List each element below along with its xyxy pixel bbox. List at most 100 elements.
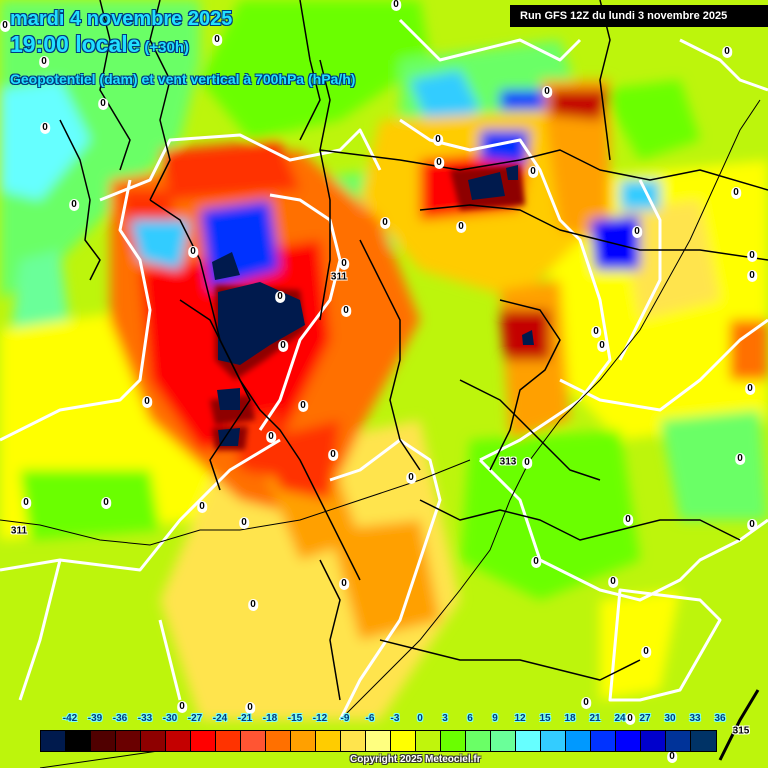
contour-label: 0 — [722, 46, 732, 58]
legend-swatch — [691, 731, 716, 751]
legend-swatch — [366, 731, 391, 751]
contour-label: 0 — [69, 199, 79, 211]
contour-label: 0 — [275, 291, 285, 303]
legend-swatch — [616, 731, 641, 751]
forecast-lead-time: (+30h) — [144, 39, 190, 56]
contour-label: 0 — [528, 166, 538, 178]
contour-label: 0 — [239, 517, 249, 529]
contour-label: 0 — [328, 449, 338, 461]
geopotential-label: 311 — [330, 271, 348, 283]
contour-label: 0 — [608, 576, 618, 588]
contour-label: 0 — [747, 519, 757, 531]
legend-tick: 36 — [714, 713, 726, 724]
forecast-time: 19:00 locale (+30h) — [10, 31, 189, 58]
legend-tick: -6 — [365, 713, 375, 724]
contour-label: 0 — [632, 226, 642, 238]
contour-label: 0 — [298, 400, 308, 412]
legend-tick: 0 — [417, 713, 423, 724]
forecast-local-time: 19:00 locale — [10, 31, 141, 57]
geopotential-label: 311 — [10, 525, 28, 537]
model-run-label: Run GFS 12Z du lundi 3 novembre 2025 — [510, 5, 768, 27]
legend-swatch — [191, 731, 216, 751]
contour-label: 0 — [21, 497, 31, 509]
contour-label: 0 — [380, 217, 390, 229]
field-description: Geopotentiel (dam) et vent vertical à 70… — [10, 71, 356, 87]
legend-swatch — [141, 731, 166, 751]
legend-swatch — [91, 731, 116, 751]
legend-tick: -27 — [187, 713, 203, 724]
legend-tick: 9 — [492, 713, 498, 724]
contour-label: 0 — [188, 246, 198, 258]
geopotential-label: 315 — [732, 725, 750, 737]
contour-label: 0 — [197, 501, 207, 513]
legend-swatch — [241, 731, 266, 751]
contour-label: 0 — [747, 250, 757, 262]
legend-tick: -9 — [340, 713, 350, 724]
legend-swatch — [516, 731, 541, 751]
contour-label: 0 — [745, 383, 755, 395]
legend-swatch — [641, 731, 666, 751]
legend-swatch — [316, 731, 341, 751]
contour-label: 0 — [522, 457, 532, 469]
contour-label: 0 — [0, 20, 10, 32]
legend-swatch — [341, 731, 366, 751]
legend-swatch — [66, 731, 91, 751]
legend-tick-labels: -42 -39 -36 -33 -30 -27 -24 -21 -18 -15 -12 -9 -6 -3 0… — [40, 713, 726, 729]
contour-label: 0 — [278, 340, 288, 352]
legend-swatch — [566, 731, 591, 751]
contour-label: 0 — [747, 270, 757, 282]
legend-tick: 30 — [664, 713, 676, 724]
contour-label: 0 — [40, 122, 50, 134]
legend-tick: -12 — [312, 713, 328, 724]
contour-label: 0 — [542, 86, 552, 98]
legend-swatch — [291, 731, 316, 751]
legend-swatch — [41, 731, 66, 751]
legend-swatch — [591, 731, 616, 751]
legend-tick: -21 — [237, 713, 253, 724]
contour-label: 0 — [735, 453, 745, 465]
contour-label: 0 — [667, 751, 677, 763]
legend-tick: -39 — [87, 713, 103, 724]
contour-label: 0 — [341, 305, 351, 317]
legend-swatch — [466, 731, 491, 751]
color-legend — [40, 730, 717, 752]
legend-swatch — [416, 731, 441, 751]
legend-swatch — [441, 731, 466, 751]
legend-swatch — [491, 731, 516, 751]
contour-label: 0 — [266, 431, 276, 443]
contour-label: 0 — [142, 396, 152, 408]
contour-label: 0 — [591, 326, 601, 338]
legend-tick: 27 — [639, 713, 651, 724]
legend-tick: 6 — [467, 713, 473, 724]
contour-label: 0 — [581, 697, 591, 709]
contour-label: 0 — [391, 0, 401, 11]
legend-tick: -36 — [112, 713, 128, 724]
contour-label: 0 — [339, 578, 349, 590]
contour-label: 0 — [433, 134, 443, 146]
legend-tick: -15 — [287, 713, 303, 724]
contour-label: 0 — [98, 98, 108, 110]
forecast-date: mardi 4 novembre 2025 — [10, 8, 233, 30]
contour-label: 0 — [434, 157, 444, 169]
contour-label: 0 — [406, 472, 416, 484]
copyright: Copyright 2025 Meteociel.fr — [350, 754, 481, 765]
contour-label: 0 — [39, 56, 49, 68]
legend-tick: 18 — [564, 713, 576, 724]
legend-tick: -24 — [212, 713, 228, 724]
legend-swatch — [216, 731, 241, 751]
legend-swatch — [266, 731, 291, 751]
contour-label: 0 — [101, 497, 111, 509]
legend-swatch — [166, 731, 191, 751]
contour-label: 0 — [531, 556, 541, 568]
contour-label: 0 — [625, 713, 635, 725]
legend-tick: -3 — [390, 713, 400, 724]
legend-tick: 3 — [442, 713, 448, 724]
contour-label: 0 — [597, 340, 607, 352]
legend-swatch — [116, 731, 141, 751]
legend-tick: -18 — [262, 713, 278, 724]
legend-tick: 24 — [614, 713, 626, 724]
contour-label: 0 — [731, 187, 741, 199]
contour-label: 0 — [641, 646, 651, 658]
legend-tick: 15 — [539, 713, 551, 724]
